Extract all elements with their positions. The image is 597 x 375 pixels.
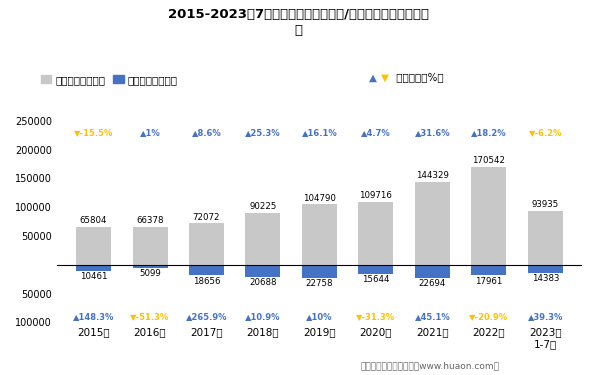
- Bar: [471, 166, 506, 265]
- Text: ▲39.3%: ▲39.3%: [528, 312, 563, 321]
- Bar: [528, 265, 563, 273]
- Bar: [358, 265, 393, 274]
- Bar: [76, 265, 111, 271]
- Text: ▼-51.3%: ▼-51.3%: [130, 312, 170, 321]
- Text: ▲8.6%: ▲8.6%: [192, 128, 221, 137]
- Text: 同比增长（%）: 同比增长（%）: [393, 73, 444, 82]
- Text: 72072: 72072: [193, 213, 220, 222]
- Text: ▼-20.9%: ▼-20.9%: [469, 312, 509, 321]
- Bar: [76, 227, 111, 265]
- Bar: [471, 265, 506, 275]
- Text: 170542: 170542: [472, 156, 505, 165]
- Text: 计: 计: [294, 24, 303, 38]
- Text: 22758: 22758: [306, 279, 333, 288]
- Text: 2015-2023年7月六安市（境内目的地/货源地）进、出口额统: 2015-2023年7月六安市（境内目的地/货源地）进、出口额统: [168, 8, 429, 21]
- Text: 144329: 144329: [416, 171, 449, 180]
- Bar: [358, 202, 393, 265]
- Text: 制图：华经产业研究院（www.huaon.com）: 制图：华经产业研究院（www.huaon.com）: [361, 362, 499, 370]
- Text: ▲10%: ▲10%: [306, 312, 333, 321]
- Text: ▲18.2%: ▲18.2%: [471, 128, 507, 137]
- Text: ▼-31.3%: ▼-31.3%: [356, 312, 395, 321]
- Text: 20688: 20688: [249, 278, 277, 287]
- Legend: 出口额（万美元）, 进口额（万美元）: 出口额（万美元）, 进口额（万美元）: [41, 75, 177, 85]
- Bar: [189, 223, 224, 265]
- Text: 14383: 14383: [531, 274, 559, 284]
- Text: ▲1%: ▲1%: [140, 128, 161, 137]
- Text: ▼-6.2%: ▼-6.2%: [528, 128, 562, 137]
- Text: ▲4.7%: ▲4.7%: [361, 128, 391, 137]
- Text: ▲16.1%: ▲16.1%: [301, 128, 337, 137]
- Bar: [302, 204, 337, 265]
- Text: ▼: ▼: [381, 73, 389, 82]
- Text: ▼-15.5%: ▼-15.5%: [74, 128, 113, 137]
- Bar: [189, 265, 224, 276]
- Text: ▲45.1%: ▲45.1%: [414, 312, 450, 321]
- Text: 65804: 65804: [80, 216, 107, 225]
- Bar: [302, 265, 337, 278]
- Bar: [415, 182, 450, 265]
- Bar: [245, 213, 281, 265]
- Text: 66378: 66378: [136, 216, 164, 225]
- Text: ▲31.6%: ▲31.6%: [414, 128, 450, 137]
- Text: 15644: 15644: [362, 275, 390, 284]
- Bar: [245, 265, 281, 277]
- Text: 10461: 10461: [80, 272, 107, 281]
- Text: ▲25.3%: ▲25.3%: [245, 128, 281, 137]
- Text: 22694: 22694: [418, 279, 446, 288]
- Text: 18656: 18656: [193, 277, 220, 286]
- Bar: [528, 211, 563, 265]
- Text: ▲265.9%: ▲265.9%: [186, 312, 227, 321]
- Text: 104790: 104790: [303, 194, 336, 203]
- Text: 17961: 17961: [475, 276, 503, 285]
- Text: 5099: 5099: [139, 269, 161, 278]
- Text: ▲: ▲: [370, 73, 377, 82]
- Bar: [133, 265, 168, 268]
- Bar: [133, 226, 168, 265]
- Text: ▲148.3%: ▲148.3%: [73, 312, 114, 321]
- Text: 90225: 90225: [250, 202, 276, 211]
- Bar: [415, 265, 450, 278]
- Text: ▲10.9%: ▲10.9%: [245, 312, 281, 321]
- Text: 109716: 109716: [359, 191, 392, 200]
- Text: 93935: 93935: [532, 200, 559, 209]
